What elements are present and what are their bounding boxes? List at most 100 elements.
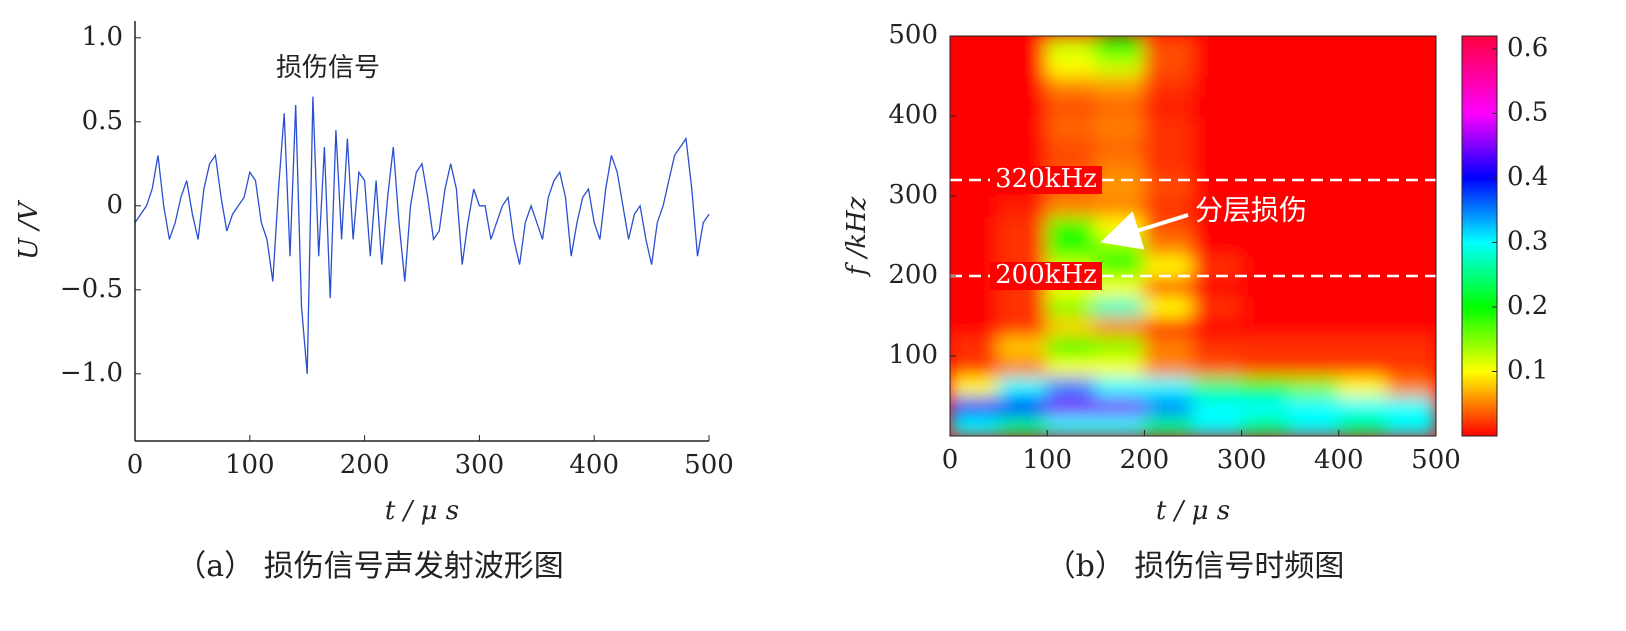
- heatmap-cell: [997, 415, 1049, 436]
- heatmap-cell: [1289, 295, 1340, 317]
- x-tick-label: 500: [684, 450, 734, 480]
- threshold-label-bg: [990, 166, 1102, 194]
- heatmap-cell: [1240, 235, 1292, 257]
- heatmap-cell: [1192, 235, 1243, 257]
- heatmap-cell: [1240, 36, 1292, 57]
- heatmap-cell: [950, 355, 1000, 377]
- heatmap-cell: [1094, 275, 1146, 297]
- heatmap-cell: [1143, 315, 1194, 337]
- y-tick-label: 1.0: [82, 22, 123, 52]
- heatmap-cell: [1094, 215, 1146, 237]
- heatmap-cell: [950, 255, 1000, 277]
- heatmap-cell: [1386, 75, 1436, 97]
- y-tick-label: 400: [888, 100, 938, 130]
- heatmap-cell: [1094, 155, 1146, 177]
- heatmap-cell: [1094, 95, 1146, 117]
- heatmap-cell: [1143, 415, 1194, 436]
- heatmap-cell: [950, 75, 1000, 97]
- heatmap-cell: [1337, 355, 1389, 377]
- heatmap-cell: [1240, 75, 1292, 97]
- heatmap-cell: [1046, 135, 1097, 157]
- plot-frame: [949, 35, 1437, 437]
- heatmap-cell: [1046, 115, 1097, 137]
- heatmap-cell: [1240, 395, 1292, 417]
- heatmap-cell: [1143, 395, 1194, 417]
- heatmap-cell: [1192, 215, 1243, 237]
- heatmap-cell: [1289, 255, 1340, 277]
- spectrogram-panel: 320kHz 200kHz 分层损伤 0.1 0.2 0.3 0.4 0.5 0.6 0 100 20…: [842, 20, 1548, 584]
- heatmap-cell: [997, 215, 1049, 237]
- heatmap-cell: [950, 175, 1000, 197]
- heatmap-cell: [1289, 415, 1340, 436]
- heatmap-cell: [1143, 155, 1194, 177]
- heatmap-cell: [1386, 95, 1436, 117]
- heatmap-cell: [1386, 255, 1436, 277]
- annotation: 损伤信号: [276, 53, 380, 83]
- heatmap-cell: [1289, 375, 1340, 397]
- colorbar-tick-label: 0.5: [1507, 97, 1548, 127]
- heatmap-cell: [1046, 335, 1097, 357]
- heatmap-cell: [950, 95, 1000, 117]
- heatmap-cell: [1240, 195, 1292, 217]
- y-tick-label: −1.0: [60, 358, 123, 388]
- heatmap-cell: [1386, 235, 1436, 257]
- heatmap-cell: [1046, 395, 1097, 417]
- heatmap-cell: [997, 55, 1049, 77]
- heatmap-cell: [1192, 355, 1243, 377]
- heatmap-cell: [1386, 295, 1436, 317]
- heatmap-cell: [1337, 255, 1389, 277]
- heatmap-cell: [1192, 135, 1243, 157]
- heatmap-cell: [1192, 95, 1243, 117]
- heatmap-cell: [1240, 295, 1292, 317]
- heatmap-cell: [997, 135, 1049, 157]
- heatmap-cell: [1240, 215, 1292, 237]
- heatmap-cell: [1337, 195, 1389, 217]
- heatmap-cell: [1289, 235, 1340, 257]
- heatmap-cell: [1337, 415, 1389, 436]
- heatmap-cell: [1289, 335, 1340, 357]
- heatmap-cell: [1192, 415, 1243, 436]
- heatmap-cell: [1094, 315, 1146, 337]
- heatmap-cell: [950, 275, 1000, 297]
- annotation-arrow: [1100, 211, 1189, 250]
- heatmap-cell: [997, 335, 1049, 357]
- heatmap-cell: [1240, 255, 1292, 277]
- heatmap-cell: [1192, 275, 1243, 297]
- heatmap-cell: [1094, 115, 1146, 137]
- heatmap-cell: [1337, 135, 1389, 157]
- heatmap-cell: [1240, 315, 1292, 337]
- heatmap-cell: [950, 415, 1000, 436]
- heatmap-cell: [1192, 36, 1243, 57]
- heatmap-cell: [1094, 255, 1146, 277]
- heatmap-cell: [1337, 295, 1389, 317]
- heatmap-cell: [1143, 75, 1194, 97]
- heatmap-cell: [1046, 36, 1097, 57]
- heatmap-cell: [1337, 335, 1389, 357]
- heatmap-cell: [1289, 135, 1340, 157]
- heatmap-cell: [997, 36, 1049, 57]
- waveform-line: [134, 96, 710, 374]
- heatmap-cell: [1289, 315, 1340, 337]
- heatmap-cell: [1192, 255, 1243, 277]
- heatmap-cell: [1143, 95, 1194, 117]
- x-tick-label: 200: [1120, 445, 1170, 475]
- heatmap-cell: [1386, 135, 1436, 157]
- heatmap-cell: [1337, 55, 1389, 77]
- heatmap-cell: [1192, 115, 1243, 137]
- heatmap-cell: [1386, 315, 1436, 337]
- heatmap-cell: [1143, 135, 1194, 157]
- heatmap-cell: [1094, 36, 1146, 57]
- heatmap-cell: [950, 375, 1000, 397]
- heatmap-cell: [1192, 315, 1243, 337]
- colorbar-tick-label: 0.1: [1507, 355, 1548, 385]
- heatmap-cell: [1289, 155, 1340, 177]
- threshold-label: 200kHz: [995, 260, 1097, 290]
- heatmap-cell: [1143, 115, 1194, 137]
- heatmap-cell: [997, 115, 1049, 137]
- heatmap-cell: [1289, 36, 1340, 57]
- heatmap-cell: [1094, 355, 1146, 377]
- heatmap-cell: [1240, 355, 1292, 377]
- heatmap-cell: [950, 195, 1000, 217]
- heatmap-cell: [997, 295, 1049, 317]
